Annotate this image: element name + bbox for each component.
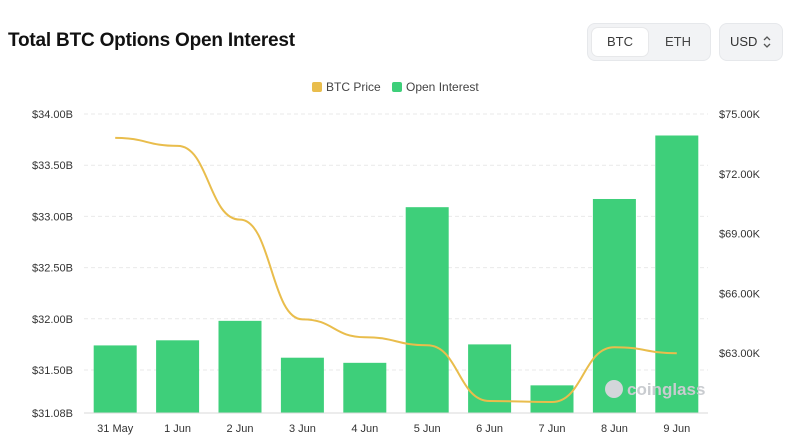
x-tick-label: 4 Jun: [351, 423, 378, 435]
y-right-tick-label: $66.00K: [719, 288, 761, 300]
x-tick-label: 5 Jun: [414, 423, 441, 435]
sort-chevron-icon: [763, 36, 771, 48]
x-tick-label: 6 Jun: [476, 423, 503, 435]
bar-open-interest: [592, 198, 636, 413]
bar-open-interest: [280, 357, 324, 413]
legend-label-open-interest: Open Interest: [406, 80, 479, 94]
btc-price-line: [115, 136, 677, 404]
x-tick-label: 8 Jun: [601, 423, 628, 435]
y-left-tick-label: $33.50B: [32, 160, 73, 172]
y-left-tick-label: $34.00B: [32, 109, 73, 121]
bar-open-interest: [218, 320, 262, 413]
x-tick-label: 3 Jun: [289, 423, 316, 435]
bar-open-interest: [343, 362, 387, 413]
y-right-tick-label: $63.00K: [719, 348, 761, 360]
currency-label: USD: [730, 34, 758, 49]
x-tick-label: 7 Jun: [539, 423, 566, 435]
x-tick-label: 1 Jun: [164, 423, 191, 435]
asset-toggle: BTC ETH: [587, 23, 711, 61]
bar-open-interest: [530, 385, 574, 413]
y-left-tick-label: $31.50B: [32, 365, 73, 377]
y-left-tick-label: $32.50B: [32, 263, 73, 275]
y-right-tick-label: $75.00K: [719, 109, 761, 121]
x-tick-label: 9 Jun: [663, 423, 690, 435]
legend-swatch-btc-price: [312, 82, 322, 92]
legend-swatch-open-interest: [392, 82, 402, 92]
page-title: Total BTC Options Open Interest: [8, 30, 295, 51]
bar-open-interest: [405, 207, 449, 413]
y-left-tick-label: $32.00B: [32, 314, 73, 326]
bar-open-interest: [93, 345, 137, 413]
bar-open-interest: [156, 340, 200, 413]
legend-label-btc-price: BTC Price: [326, 80, 381, 94]
bar-open-interest: [468, 344, 512, 413]
y-right-tick-label: $69.00K: [719, 229, 761, 241]
currency-select[interactable]: USD: [719, 23, 783, 61]
y-left-tick-label: $33.00B: [32, 211, 73, 223]
y-right-tick-label: $72.00K: [719, 169, 761, 181]
asset-btc-button[interactable]: BTC: [592, 28, 648, 56]
x-tick-label: 2 Jun: [227, 423, 254, 435]
y-left-tick-label: $31.08B: [32, 408, 73, 420]
watermark-text: coinglass: [627, 380, 705, 399]
asset-eth-button[interactable]: ETH: [665, 34, 691, 49]
coinglass-logo-icon: [605, 380, 623, 398]
x-tick-label: 31 May: [97, 423, 134, 435]
bar-open-interest: [655, 135, 699, 413]
